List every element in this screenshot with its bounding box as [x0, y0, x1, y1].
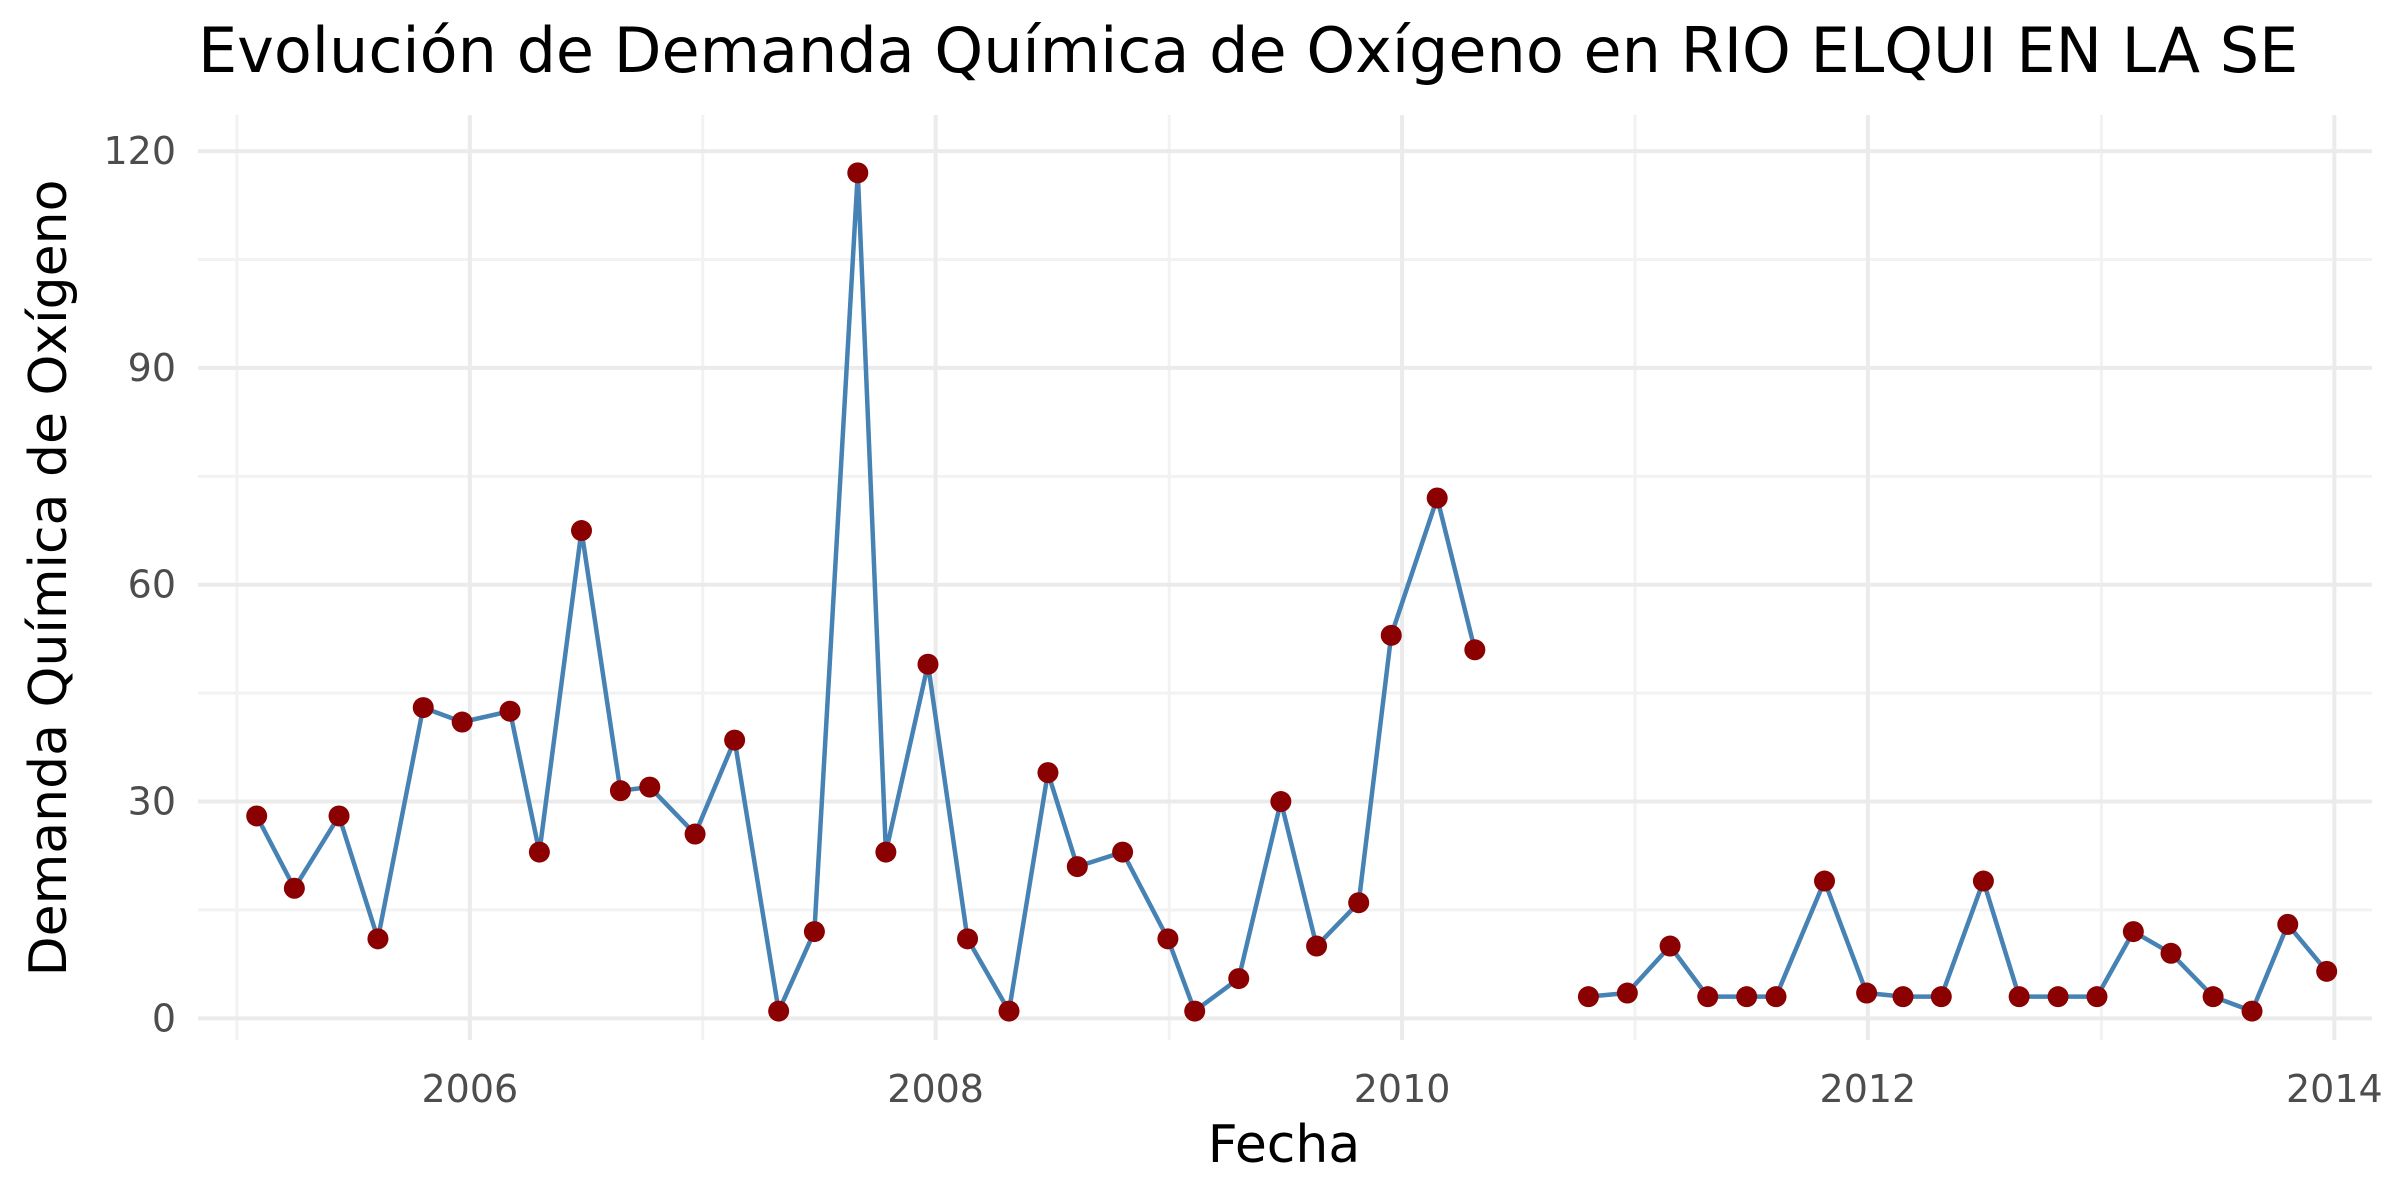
data-point: [283, 877, 305, 899]
data-point: [367, 928, 389, 950]
data-point: [499, 700, 521, 722]
series-lines: [254, 170, 2329, 1014]
x-axis-title: Fecha: [1208, 1115, 1360, 1175]
data-point: [2047, 986, 2069, 1008]
data-point: [412, 697, 434, 719]
data-point: [246, 805, 268, 827]
data-point: [2241, 1000, 2263, 1022]
data-point: [1270, 791, 1292, 813]
data-point: [917, 653, 939, 675]
x-tick-label: 2010: [1354, 1067, 1451, 1111]
y-tick-label: 30: [128, 780, 176, 824]
tick-labels: 0 30 60 90 120 2006 2008 2010 2012 2014: [103, 129, 2382, 1111]
x-tick-label: 2014: [2286, 1067, 2383, 1111]
data-point: [1972, 870, 1994, 892]
data-point: [328, 805, 350, 827]
data-point: [528, 841, 550, 863]
data-point: [451, 711, 473, 733]
data-point: [684, 823, 706, 845]
data-point: [998, 1000, 1020, 1022]
grid: [198, 115, 2372, 1040]
data-point: [875, 841, 897, 863]
data-point: [609, 780, 631, 802]
data-point: [1157, 928, 1179, 950]
data-point: [803, 921, 825, 943]
data-point: [2086, 986, 2108, 1008]
data-point: [1112, 841, 1134, 863]
data-point: [2160, 942, 2182, 964]
data-point: [1228, 968, 1250, 990]
data-point: [1616, 982, 1638, 1004]
x-tick-label: 2006: [421, 1067, 518, 1111]
data-point: [2316, 960, 2338, 982]
data-point: [1306, 935, 1328, 957]
data-point: [2202, 986, 2224, 1008]
y-axis-title: Demanda Química de Oxígeno: [19, 180, 79, 977]
data-point: [2277, 913, 2299, 935]
data-point: [639, 776, 661, 798]
data-point: [724, 729, 746, 751]
data-point: [1348, 892, 1370, 914]
data-point: [847, 162, 869, 184]
data-point: [1659, 935, 1681, 957]
data-point: [1930, 986, 1952, 1008]
y-tick-label: 120: [103, 129, 176, 173]
y-tick-label: 0: [152, 996, 176, 1040]
data-point: [2122, 921, 2144, 943]
data-point: [1066, 856, 1088, 878]
data-point: [768, 1000, 790, 1022]
data-point: [570, 520, 592, 542]
data-point: [1892, 986, 1914, 1008]
y-tick-label: 90: [128, 346, 176, 390]
data-point: [1697, 986, 1719, 1008]
data-point: [1184, 1000, 1206, 1022]
data-point: [957, 928, 979, 950]
data-point: [1037, 762, 1059, 784]
x-tick-label: 2012: [1820, 1067, 1917, 1111]
data-point: [2008, 986, 2030, 1008]
data-point: [1426, 487, 1448, 509]
series-line: [254, 170, 1478, 1014]
data-point: [1856, 982, 1878, 1004]
data-point: [1765, 986, 1787, 1008]
data-point: [1736, 986, 1758, 1008]
y-tick-label: 60: [128, 563, 176, 607]
data-point: [1464, 639, 1486, 661]
data-point: [1380, 624, 1402, 646]
chart-title: Evolución de Demanda Química de Oxígeno …: [198, 14, 2298, 87]
data-point: [1814, 870, 1836, 892]
data-point: [1577, 986, 1599, 1008]
series-points: [246, 162, 2338, 1022]
x-tick-label: 2008: [887, 1067, 984, 1111]
